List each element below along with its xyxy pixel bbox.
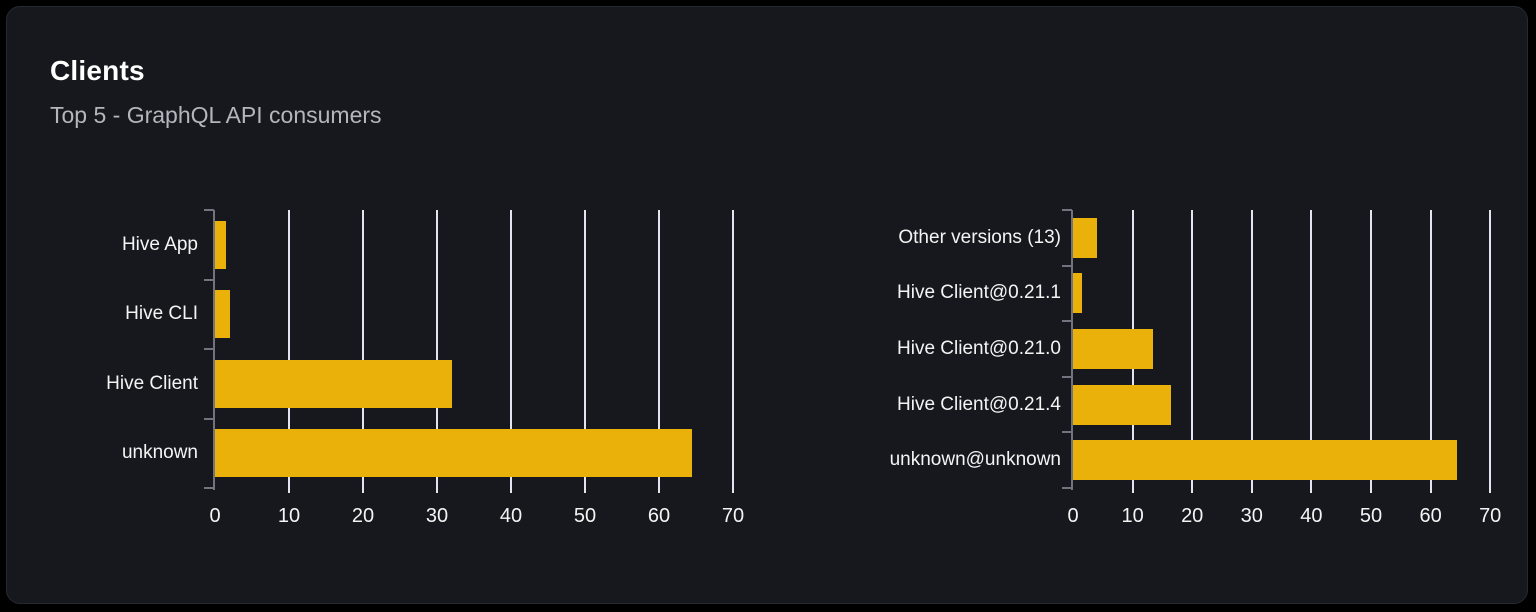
bar-hive-client[interactable] [215, 359, 452, 408]
bar-hive-app[interactable] [215, 220, 227, 269]
bar-other-versions-13-[interactable] [1073, 217, 1097, 258]
bar-unknown-unknown[interactable] [1073, 440, 1458, 481]
card-title: Clients [50, 55, 145, 86]
bar-unknown[interactable] [215, 429, 693, 478]
bar-hive-client-0-21-0[interactable] [1073, 329, 1154, 369]
bar-hive-client-0-21-4[interactable] [1073, 384, 1172, 425]
clients-card: Clients Top 5 - GraphQL API consumers [6, 6, 1528, 604]
bar-hive-client-0-21-1[interactable] [1073, 273, 1082, 314]
card-subtitle: Top 5 - GraphQL API consumers [50, 102, 382, 128]
bar-hive-cli[interactable] [215, 290, 230, 339]
